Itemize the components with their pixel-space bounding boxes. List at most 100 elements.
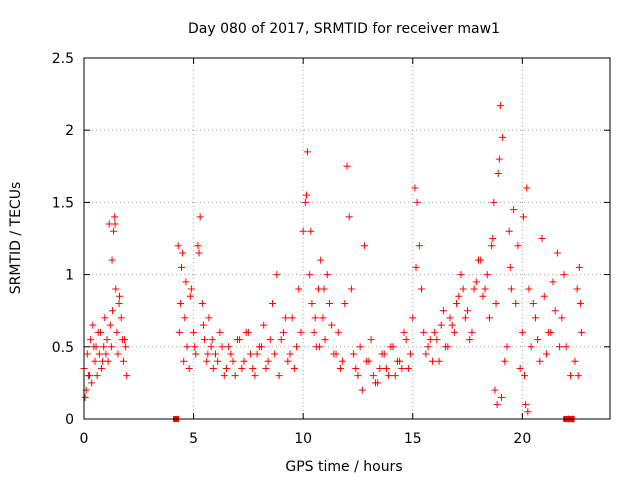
data-point: [208, 336, 216, 344]
data-point: [412, 263, 420, 271]
data-point: [214, 357, 222, 365]
data-point: [253, 350, 261, 358]
data-point: [446, 314, 454, 322]
data-point: [573, 285, 581, 293]
data-point: [108, 256, 116, 264]
data-point: [190, 328, 198, 336]
data-point: [448, 321, 456, 329]
x-tick-label: 15: [404, 431, 422, 447]
data-point: [562, 343, 570, 351]
x-tick-label: 5: [189, 431, 198, 447]
data-point: [490, 198, 498, 206]
data-point: [495, 155, 503, 163]
data-point: [212, 350, 219, 358]
data-point: [328, 321, 336, 329]
data-point: [341, 299, 349, 307]
data-point: [385, 372, 393, 380]
data-point: [407, 350, 415, 358]
data-point: [100, 343, 108, 351]
data-point: [316, 343, 324, 351]
data-point: [571, 357, 579, 365]
data-point: [398, 364, 406, 372]
data-point: [121, 336, 129, 344]
data-point: [317, 256, 325, 264]
data-point: [491, 386, 499, 394]
data-point: [393, 357, 401, 365]
data-point: [551, 307, 559, 315]
data-point: [356, 343, 364, 351]
data-point: [431, 328, 439, 336]
data-point: [207, 343, 215, 351]
data-point: [514, 242, 522, 250]
data-point: [203, 357, 211, 365]
data-point: [262, 364, 270, 372]
data-point: [238, 364, 246, 372]
data-point: [489, 235, 497, 242]
data-point: [424, 343, 432, 351]
data-point: [194, 242, 202, 250]
data-point: [310, 328, 318, 336]
data-point: [358, 386, 366, 394]
data-point: [264, 357, 272, 365]
data-point: [578, 328, 586, 336]
y-tick-label: 2: [65, 123, 74, 139]
data-point: [204, 350, 212, 358]
data-point: [174, 242, 182, 250]
data-point: [222, 364, 230, 372]
data-point: [111, 220, 119, 228]
data-point: [428, 357, 436, 365]
data-point: [556, 343, 564, 351]
data-point: [325, 299, 333, 307]
data-point: [415, 242, 423, 250]
data-point: [494, 170, 502, 178]
data-point: [297, 328, 305, 336]
data-point: [498, 393, 506, 401]
data-point: [488, 242, 496, 250]
data-point: [277, 336, 285, 344]
data-point: [240, 357, 248, 365]
x-tick-label: 20: [513, 431, 531, 447]
y-tick-label: 0: [65, 412, 74, 428]
data-point: [483, 271, 491, 279]
data-point: [468, 328, 476, 336]
data-point: [301, 198, 309, 206]
data-point: [389, 343, 397, 351]
data-point: [258, 343, 266, 351]
data-point: [332, 350, 340, 358]
data-point: [103, 336, 111, 344]
data-point: [409, 314, 417, 322]
data-point: [244, 328, 252, 336]
data-point: [538, 235, 546, 242]
x-axis-title: GPS time / hours: [285, 459, 402, 475]
data-point: [116, 292, 124, 300]
data-point: [507, 285, 515, 293]
data-point: [336, 364, 344, 372]
plot-frame: [83, 57, 611, 420]
data-point: [182, 278, 190, 286]
data-point: [106, 321, 114, 329]
data-point: [229, 357, 237, 365]
data-point: [350, 350, 358, 358]
data-point: [472, 278, 480, 286]
data-point: [371, 379, 379, 387]
data-point: [534, 336, 542, 344]
x-tick-label: 0: [80, 431, 89, 447]
data-point: [505, 227, 513, 235]
data-point: [102, 350, 110, 358]
data-point: [527, 343, 535, 351]
data-point: [122, 343, 130, 351]
data-point: [334, 328, 342, 336]
data-point: [123, 372, 131, 380]
data-point: [115, 299, 123, 307]
data-point: [435, 357, 443, 365]
data-point: [275, 372, 283, 380]
data-point: [95, 350, 103, 358]
data-point: [299, 227, 307, 235]
data-point: [549, 278, 557, 286]
data-point: [105, 220, 113, 228]
data-point: [114, 350, 122, 358]
data-point: [196, 213, 204, 221]
data-point: [249, 364, 257, 372]
data-point: [477, 256, 485, 264]
